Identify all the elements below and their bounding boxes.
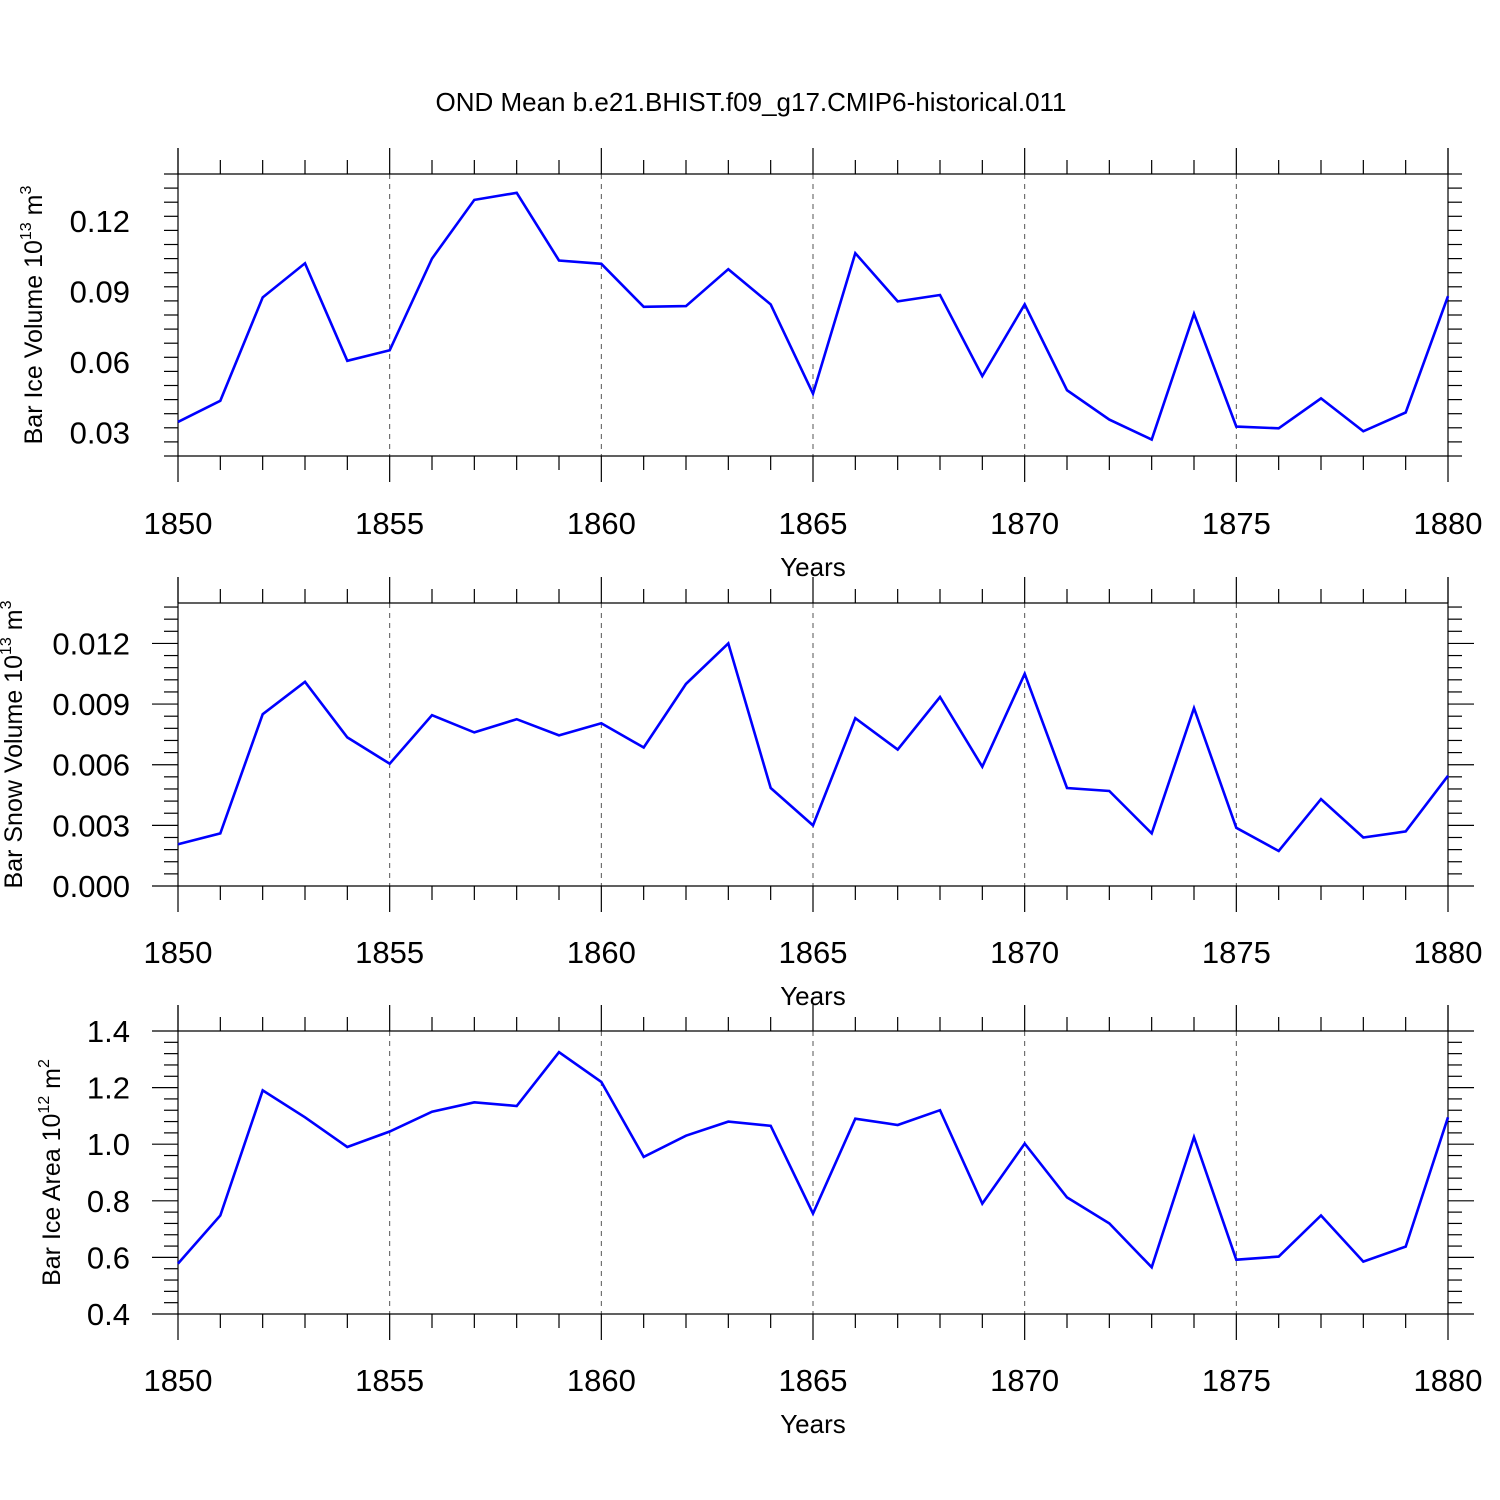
y-tick-label: 0.03 xyxy=(70,416,130,451)
y-tick-label: 0.09 xyxy=(70,275,130,310)
series-line xyxy=(177,191,1450,442)
x-tick-label: 1880 xyxy=(1414,1363,1483,1398)
y-tick-label: 0.12 xyxy=(70,204,130,239)
y-tick-label: 0.06 xyxy=(70,345,130,380)
x-tick-label: 1850 xyxy=(144,1363,213,1398)
y-axis-label-main: Bar Ice Volume 10 xyxy=(20,240,48,444)
x-tick-label: 1860 xyxy=(567,506,636,541)
y-axis-label: Bar Snow Volume 1013 m3 xyxy=(0,600,28,888)
x-axis-label: Years xyxy=(780,1409,846,1439)
x-tick-label: 1865 xyxy=(779,506,848,541)
x-tick-label: 1870 xyxy=(990,506,1059,541)
y-axis-label-unit: m xyxy=(20,195,48,223)
x-tick-label: 1855 xyxy=(355,935,424,970)
x-tick-label: 1870 xyxy=(990,1363,1059,1398)
y-axis-label-exponent: 13 xyxy=(18,222,35,240)
y-tick-label: 1.2 xyxy=(87,1071,130,1106)
panel-3: 1850 1855 1860 1865 1870 1875 1880 Years 0.4 0.6 0… xyxy=(36,1005,1482,1439)
x-tick-label: 1850 xyxy=(144,935,213,970)
panel-2: 1850 1855 1860 1865 1870 1875 1880Years0.0000.… xyxy=(0,577,1482,1011)
y-tick-label: 0.4 xyxy=(87,1297,130,1332)
y-axis-label-main: Bar Ice Area 10 xyxy=(38,1114,66,1286)
panel-1: 1850 1855 1860 1865 1870 1875 1880Years0.030.0… xyxy=(18,148,1482,582)
y-axis-label-unit-exponent: 2 xyxy=(36,1059,53,1068)
x-tick-label: 1875 xyxy=(1202,1363,1271,1398)
x-tick-label: 1875 xyxy=(1202,935,1271,970)
y-axis-label-unit-exponent: 3 xyxy=(18,186,35,195)
x-tick-label: 1850 xyxy=(144,506,213,541)
series-line xyxy=(177,1050,1450,1270)
x-tick-label: 1855 xyxy=(355,506,424,541)
x-tick-label: 1865 xyxy=(779,1363,848,1398)
x-tick-label: 1860 xyxy=(567,1363,636,1398)
x-tick-label: 1865 xyxy=(779,935,848,970)
y-axis-label-unit: m xyxy=(0,609,28,637)
y-axis-label: Bar Ice Area 1012 m2 xyxy=(36,1059,66,1286)
x-tick-label: 1870 xyxy=(990,935,1059,970)
x-tick-label: 1875 xyxy=(1202,506,1271,541)
x-tick-label: 1860 xyxy=(567,935,636,970)
y-tick-label: 1.4 xyxy=(87,1014,130,1049)
y-axis-label-unit: m xyxy=(38,1068,66,1096)
y-axis-label-exponent: 13 xyxy=(0,637,15,655)
chart-title: OND Mean b.e21.BHIST.f09_g17.CMIP6-histo… xyxy=(435,87,1066,117)
y-axis-label: Bar Ice Volume 1013 m3 xyxy=(18,186,48,445)
y-tick-label: 0.000 xyxy=(52,869,130,904)
y-axis-label-unit-exponent: 3 xyxy=(0,600,15,609)
series-line xyxy=(177,640,1450,853)
y-tick-label: 0.009 xyxy=(52,687,130,722)
x-tick-label: 1880 xyxy=(1414,935,1483,970)
y-tick-label: 0.6 xyxy=(87,1240,130,1275)
x-tick-label: 1855 xyxy=(355,1363,424,1398)
y-tick-label: 1.0 xyxy=(87,1127,130,1162)
panels: 1850 1855 1860 1865 1870 1875 1880 Years 0.03 0.0… xyxy=(0,148,1482,1439)
y-tick-label: 0.012 xyxy=(52,626,130,661)
x-tick-label: 1880 xyxy=(1414,506,1483,541)
y-axis-label-main: Bar Snow Volume 10 xyxy=(0,655,28,888)
y-axis-label-exponent: 12 xyxy=(36,1096,53,1114)
y-tick-label: 0.8 xyxy=(87,1184,130,1219)
y-tick-label: 0.003 xyxy=(52,808,130,843)
y-tick-label: 0.006 xyxy=(52,748,130,783)
